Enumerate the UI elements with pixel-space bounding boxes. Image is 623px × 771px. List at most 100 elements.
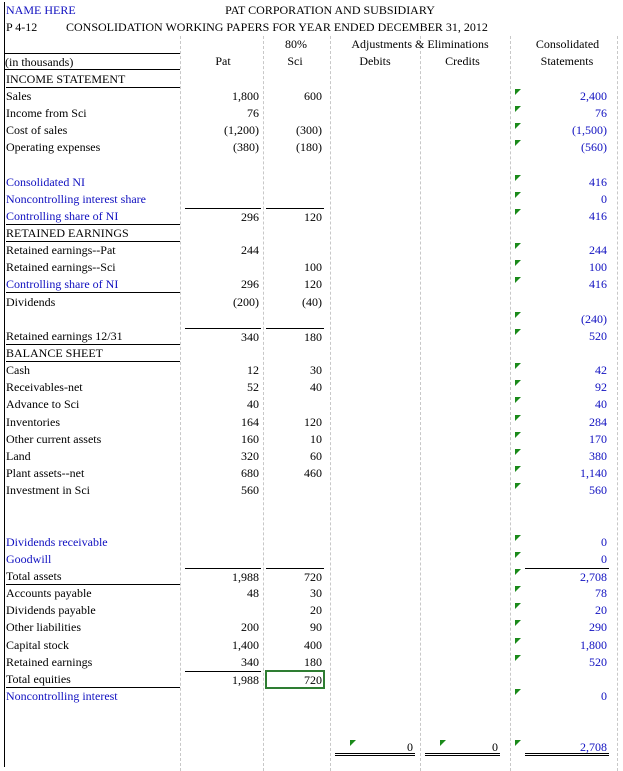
row-label: Other liabilities bbox=[6, 620, 81, 635]
consolidated-cell: 290 bbox=[589, 620, 607, 635]
sci-cell: 460 bbox=[304, 466, 322, 481]
row-label: Dividends bbox=[6, 294, 56, 309]
consolidated-cell: 92 bbox=[595, 380, 607, 395]
ownership: 80% bbox=[285, 37, 307, 51]
pat-cell: 340 bbox=[185, 327, 261, 345]
formula-marker bbox=[515, 105, 521, 112]
row-label: Investment in Sci bbox=[6, 483, 90, 498]
formula-marker bbox=[515, 466, 521, 473]
consolidated-cell: 20 bbox=[595, 603, 607, 618]
sci-cell: 120 bbox=[304, 277, 322, 292]
sci-cell: 60 bbox=[310, 448, 322, 463]
sci-cell: 720 bbox=[265, 669, 325, 689]
formula-marker bbox=[515, 397, 521, 404]
row-label: Retained earnings 12/31 bbox=[6, 328, 180, 345]
pat-cell: 320 bbox=[241, 448, 259, 463]
consolidated-cell: 560 bbox=[589, 483, 607, 498]
consolidated-cell: 416 bbox=[589, 208, 607, 223]
debits-cell: 0 bbox=[335, 739, 415, 757]
pat-cell: 340 bbox=[241, 654, 259, 669]
consolidated-cell: 0 bbox=[601, 551, 607, 566]
formula-marker bbox=[515, 191, 521, 198]
consolidated-cell: 42 bbox=[595, 363, 607, 378]
row-label: Retained earnings bbox=[6, 654, 93, 669]
sci-cell: 100 bbox=[304, 260, 322, 275]
sci-cell: 10 bbox=[310, 431, 322, 446]
sci-cell: 120 bbox=[304, 414, 322, 429]
consolidated-cell: 1,140 bbox=[580, 466, 607, 481]
row-label: Dividends receivable bbox=[6, 534, 108, 549]
consolidated-cell: 0 bbox=[601, 534, 607, 549]
formula-marker bbox=[515, 88, 521, 95]
pat-cell: 12 bbox=[247, 363, 259, 378]
pat-cell: 296 bbox=[185, 207, 261, 225]
sci-cell: (300) bbox=[296, 123, 322, 138]
column-separator bbox=[263, 36, 264, 771]
row-label: Cost of sales bbox=[6, 123, 68, 138]
pat-cell: (200) bbox=[233, 294, 259, 309]
row-label: BALANCE SHEET bbox=[6, 345, 180, 362]
pat-cell: 244 bbox=[241, 243, 259, 258]
formula-marker bbox=[515, 740, 521, 747]
consolidated-cell: (560) bbox=[581, 140, 607, 155]
formula-marker bbox=[515, 431, 521, 438]
pat-cell: (1,200) bbox=[224, 123, 259, 138]
sci-cell: (180) bbox=[296, 140, 322, 155]
sci-cell: (40) bbox=[302, 294, 322, 309]
column-separator bbox=[510, 36, 511, 771]
sci-cell: 720 bbox=[266, 567, 324, 585]
sci-cell: 40 bbox=[310, 380, 322, 395]
row-label: Capital stock bbox=[6, 637, 69, 652]
formula-marker bbox=[515, 174, 521, 181]
formula-marker bbox=[515, 260, 521, 267]
pat-cell: 164 bbox=[241, 414, 259, 429]
sci-cell: 180 bbox=[266, 327, 324, 345]
sci-cell: 120 bbox=[266, 207, 324, 225]
adjustments-heading: Adjustments & Eliminations bbox=[351, 37, 489, 51]
column-heading: Statements bbox=[540, 54, 594, 68]
column-separator bbox=[330, 36, 331, 771]
formula-marker bbox=[515, 311, 521, 318]
formula-marker bbox=[515, 448, 521, 455]
units: (in thousands) bbox=[5, 53, 180, 70]
sci-cell: 30 bbox=[310, 363, 322, 378]
problem: P 4-12 bbox=[6, 20, 38, 34]
consolidated-heading: Consolidated bbox=[535, 37, 600, 51]
row-label: Retained earnings--Pat bbox=[6, 243, 116, 258]
pat-cell: 1,988 bbox=[185, 567, 261, 585]
column-separator bbox=[617, 36, 618, 771]
formula-marker bbox=[515, 208, 521, 215]
pat-cell: 160 bbox=[241, 431, 259, 446]
formula-marker bbox=[515, 689, 521, 695]
row-label: Income from Sci bbox=[6, 105, 87, 120]
formula-marker bbox=[515, 586, 521, 593]
consolidated-cell: 0 bbox=[601, 689, 607, 703]
formula-marker bbox=[515, 140, 521, 147]
consolidated-cell: 40 bbox=[595, 397, 607, 412]
pat-cell: 1,988 bbox=[185, 670, 261, 688]
consolidated-cell: 416 bbox=[589, 277, 607, 292]
row-label: Receivables-net bbox=[6, 380, 83, 395]
pat-cell: 560 bbox=[241, 483, 259, 498]
consolidated-cell: 0 bbox=[601, 191, 607, 206]
row-label: Retained earnings--Sci bbox=[6, 260, 116, 275]
row-label: Total equities bbox=[6, 671, 180, 688]
row-label: Cash bbox=[6, 363, 30, 378]
pat-cell: 1,800 bbox=[232, 88, 259, 103]
column-separator bbox=[420, 36, 421, 771]
name: NAME HERE bbox=[6, 3, 76, 17]
formula-marker bbox=[515, 534, 521, 541]
row-label: Other current assets bbox=[6, 431, 102, 446]
formula-marker bbox=[515, 380, 521, 387]
pat-cell: (380) bbox=[233, 140, 259, 155]
consolidated-cell: 1,800 bbox=[580, 637, 607, 652]
formula-marker bbox=[515, 277, 521, 284]
column-heading: Pat bbox=[215, 54, 231, 68]
column-heading: Debits bbox=[359, 54, 391, 68]
row-label: Goodwill bbox=[6, 551, 52, 566]
row-label: Accounts payable bbox=[6, 586, 92, 601]
sci-cell: 400 bbox=[304, 637, 322, 652]
credits-cell: 0 bbox=[425, 739, 500, 757]
consolidated-cell: 2,708 bbox=[525, 739, 609, 757]
formula-marker bbox=[515, 328, 521, 335]
